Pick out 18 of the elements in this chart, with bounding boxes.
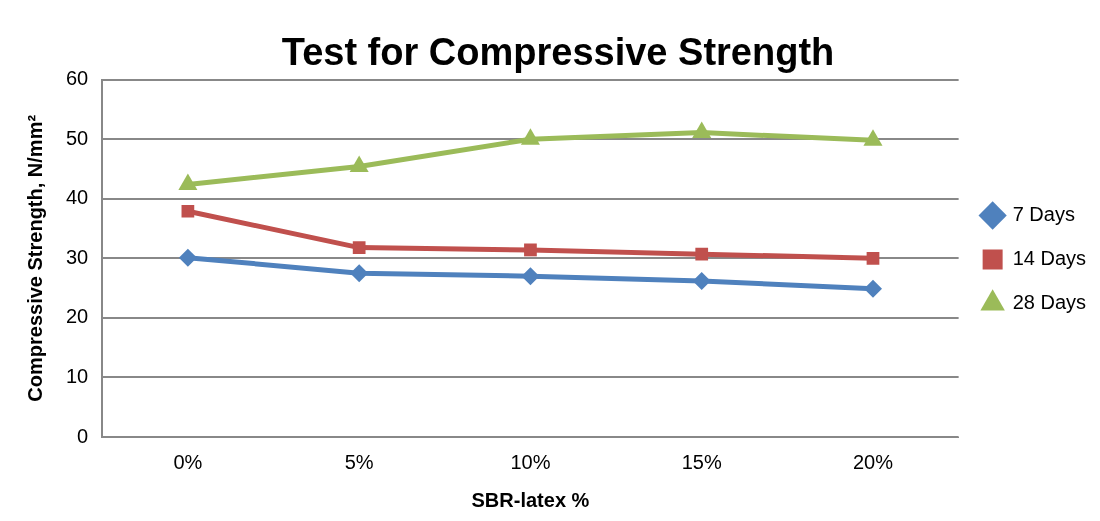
y-tick-label: 10 bbox=[66, 364, 89, 387]
y-axis-title: Compressive Strength, N/mm² bbox=[23, 114, 46, 402]
y-tick-label: 60 bbox=[66, 67, 89, 90]
x-tick-label: 0% bbox=[173, 450, 203, 473]
legend-label: 7 Days bbox=[1012, 203, 1075, 226]
x-tick-label: 10% bbox=[510, 450, 551, 473]
x-tick-label: 5% bbox=[344, 450, 374, 473]
y-tick-label: 50 bbox=[66, 126, 89, 149]
legend-label: 14 Days bbox=[1012, 247, 1087, 270]
x-tick-label: 20% bbox=[852, 450, 894, 473]
y-tick-label: 0 bbox=[77, 424, 89, 447]
y-tick-label: 30 bbox=[66, 245, 89, 268]
x-tick-label: 15% bbox=[681, 450, 722, 473]
chart-title: Test for Compressive Strength bbox=[281, 31, 835, 74]
y-tick-label: 20 bbox=[66, 305, 89, 328]
x-axis-title: SBR-latex % bbox=[471, 488, 590, 511]
legend-label: 28 Days bbox=[1012, 291, 1087, 314]
y-tick-label: 40 bbox=[66, 186, 89, 209]
